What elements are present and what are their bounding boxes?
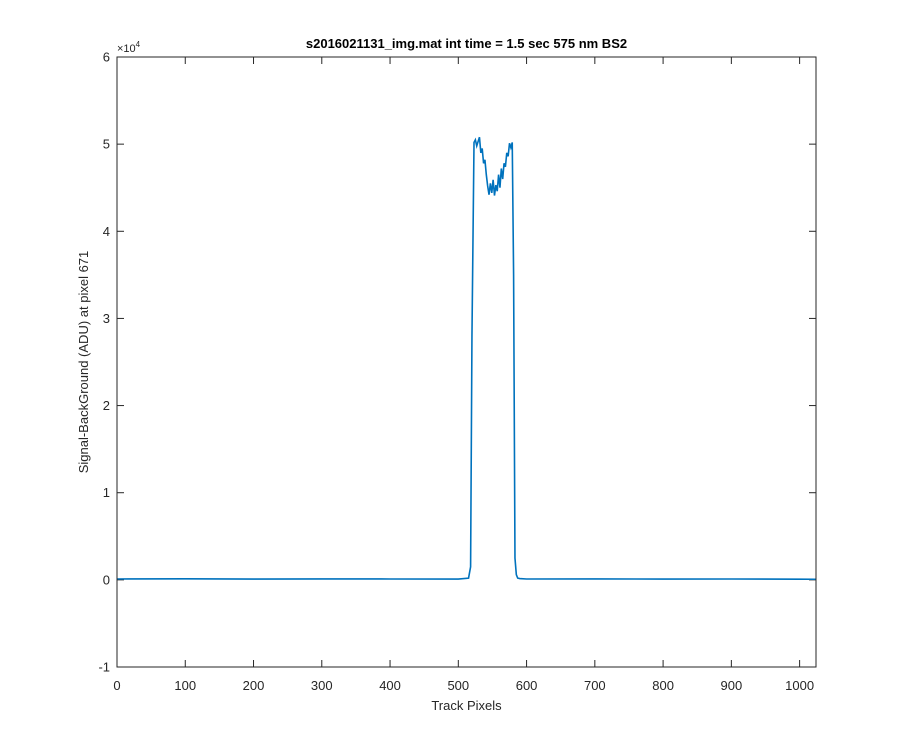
y-axis-label: Signal-BackGround (ADU) at pixel 671: [76, 251, 91, 474]
x-tick-label: 0: [113, 678, 120, 693]
series-line: [116, 136, 817, 581]
x-axis-label: Track Pixels: [431, 698, 502, 713]
x-tick-label: 600: [516, 678, 538, 693]
x-tick-label: 700: [584, 678, 606, 693]
x-tick-label: 200: [243, 678, 265, 693]
chart-title: s2016021131_img.mat int time = 1.5 sec 5…: [306, 36, 627, 51]
x-tick-label: 900: [721, 678, 743, 693]
y-exponent-power: 4: [136, 40, 141, 49]
y-tick-label: 1: [103, 485, 110, 500]
x-tick-label: 100: [174, 678, 196, 693]
y-exponent-base: ×10: [117, 43, 136, 55]
y-axis-exponent: ×104: [117, 40, 141, 55]
y-tick-label: 4: [103, 224, 110, 239]
y-tick-label: 3: [103, 311, 110, 326]
plot-area: [117, 57, 816, 667]
y-tick-label: 6: [103, 50, 110, 65]
x-tick-label: 1000: [785, 678, 814, 693]
x-tick-label: 500: [447, 678, 469, 693]
x-tick-label: 400: [379, 678, 401, 693]
y-tick-label: 0: [103, 572, 110, 587]
y-tick-label: 5: [103, 137, 110, 152]
x-tick-label: 300: [311, 678, 333, 693]
x-tick-label: 800: [652, 678, 674, 693]
y-axis-ticks: -1 0 1 2 3 4 5 6: [98, 50, 816, 675]
y-tick-label: -1: [98, 660, 110, 675]
axes-box: [116, 56, 817, 668]
y-tick-label: 2: [103, 398, 110, 413]
